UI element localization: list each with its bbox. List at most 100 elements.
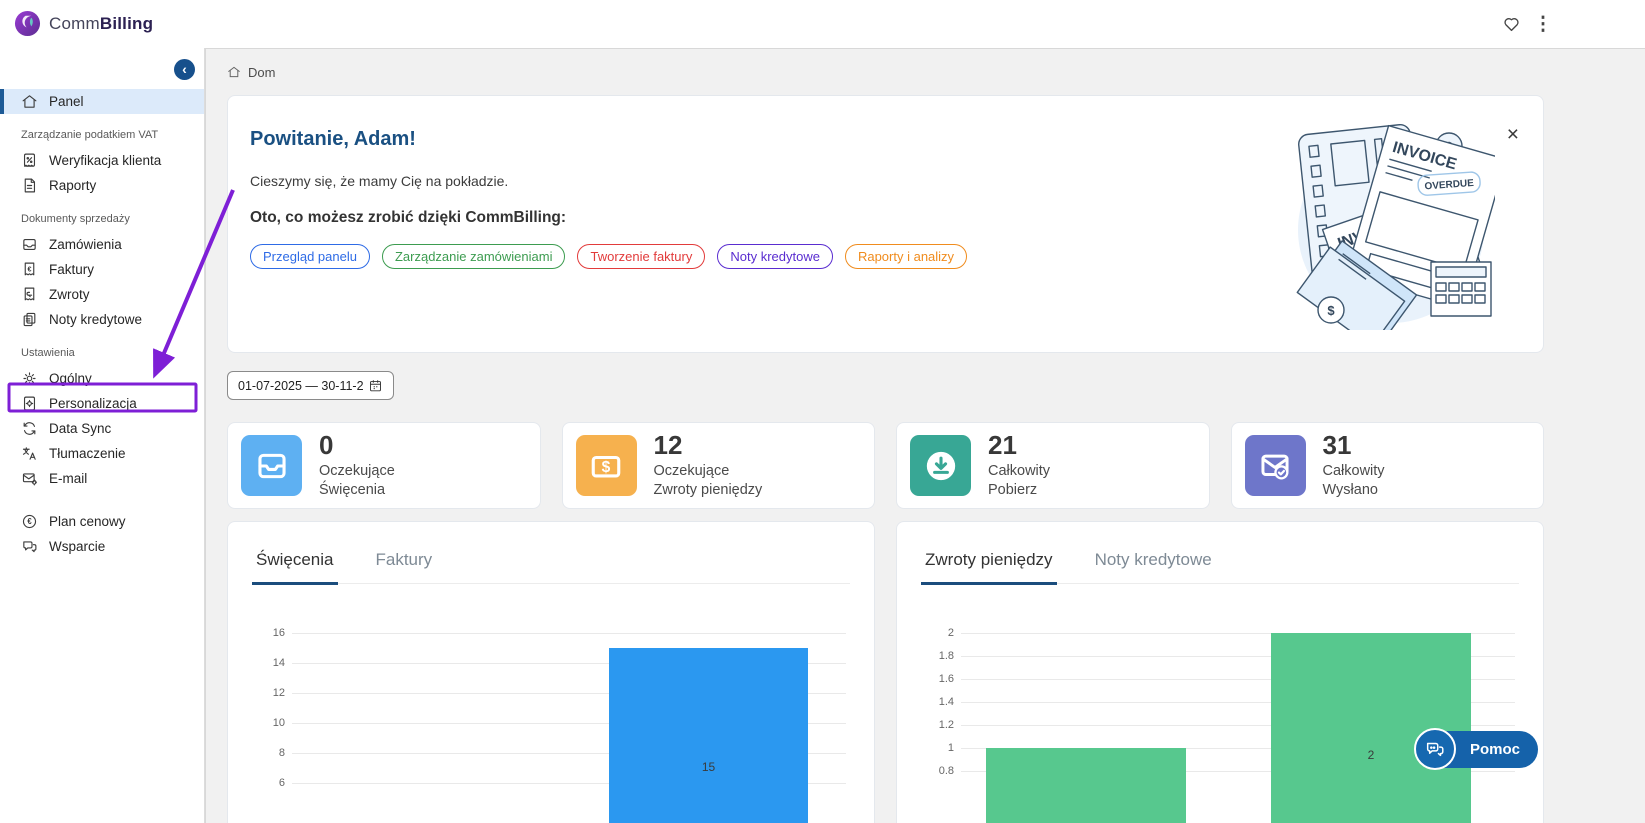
bar-value-label: 15	[701, 760, 716, 774]
y-tick-label: 2	[947, 627, 954, 639]
gridline: 0.8	[939, 765, 1515, 777]
sidebar-item-label: Noty kredytowe	[49, 312, 143, 327]
y-tick-label: 1.6	[938, 673, 954, 685]
help-button-label: Pomoc	[1469, 741, 1520, 758]
sidebar-item-label: Data Sync	[49, 421, 112, 436]
stat-label: Oczekujące Zwroty pieniędzy	[653, 463, 763, 499]
breadcrumb-home-icon	[228, 66, 240, 78]
sidebar-item-zamowienia[interactable]: Zamówienia	[0, 232, 204, 257]
sidebar-item-noty-kredytowe[interactable]: Noty kredytowe	[0, 307, 204, 332]
pill-przeglad-panelu[interactable]: Przegląd panelu	[250, 244, 370, 269]
top-bar: CommBilling ⋮	[0, 0, 1645, 48]
sidebar-item-data-sync[interactable]: Data Sync	[0, 416, 204, 441]
bar: 15	[609, 648, 808, 823]
stat-card-calkowity-pobierz: 21 Całkowity Pobierz	[896, 422, 1210, 509]
credit-notes-copy-icon	[21, 311, 38, 328]
sidebar-item-zwroty[interactable]: Zwroty	[0, 282, 204, 307]
stat-value: 31	[1322, 429, 1352, 460]
sidebar-item-personalizacja[interactable]: Personalizacja	[0, 391, 204, 416]
stat-card-oczekujace-zwroty: $ 12 Oczekujące Zwroty pieniędzy	[561, 422, 875, 509]
sidebar-item-faktury[interactable]: € Faktury	[0, 257, 204, 282]
pill-zarzadzanie-zamowieniami[interactable]: Zarządzanie zamówieniami	[381, 244, 566, 269]
money-bill-icon: $	[575, 435, 637, 496]
sidebar-section-title: Ustawienia	[21, 347, 75, 359]
y-tick-label: 12	[272, 687, 285, 699]
favorites-heart-icon[interactable]	[1499, 12, 1523, 36]
svg-text:€: €	[27, 517, 32, 526]
sidebar-item-label: Panel	[49, 94, 84, 109]
zwroty-chart-card: Zwroty pieniędzy Noty kredytowe 2 1.8 1.6 1…	[896, 521, 1544, 823]
y-tick-label: 0.8	[938, 765, 954, 777]
gridline: 12	[273, 687, 846, 699]
gridline: 1.4	[939, 696, 1515, 708]
gridline: 1.8	[939, 650, 1515, 662]
sidebar-item-label: Raporty	[49, 178, 97, 193]
sidebar-item-panel[interactable]: Panel	[0, 89, 204, 114]
stat-value: 0	[319, 429, 334, 460]
help-button[interactable]: Pomoc	[1413, 728, 1538, 770]
sidebar-section-title: Zarządzanie podatkiem VAT	[21, 129, 159, 141]
welcome-lead: Oto, co możesz zrobić dzięki CommBilling…	[250, 209, 567, 226]
gridline: 2	[948, 627, 1515, 639]
sidebar-item-raporty[interactable]: Raporty	[0, 173, 204, 198]
y-tick-label: 8	[278, 747, 285, 759]
sidebar-item-label: Zwroty	[49, 287, 90, 302]
close-icon[interactable]: ×	[1506, 123, 1519, 146]
charts-row: Święcenia Faktury 16 14 12 10 8 6 15 Zwroty pi…	[227, 521, 1544, 823]
pill-raporty-i-analizy[interactable]: Raporty i analizy	[844, 244, 968, 269]
sidebar-item-label: Tłumaczenie	[49, 446, 126, 461]
y-tick-label: 10	[272, 717, 285, 729]
svg-text:OVERDUE: OVERDUE	[1424, 178, 1474, 192]
sidebar-item-ogolny[interactable]: Ogólny	[0, 366, 204, 391]
gridline: 10	[273, 717, 846, 729]
returns-receipt-icon	[21, 286, 38, 303]
sidebar-item-wsparcie[interactable]: Wsparcie	[0, 534, 204, 559]
welcome-title: Powitanie, Adam!	[250, 128, 416, 150]
gridline: 1	[948, 742, 1515, 754]
breadcrumb[interactable]: Dom	[227, 49, 1544, 82]
mail-sent-check-icon	[1244, 435, 1306, 496]
download-icon	[910, 435, 971, 496]
breadcrumb-label: Dom	[248, 64, 276, 80]
stat-cards-row: 0 Oczekujące Święcenia $ 12 Oczekujące Zwr…	[227, 422, 1544, 509]
y-tick-label: 6	[278, 777, 285, 789]
sidebar-item-label: Plan cenowy	[49, 514, 126, 529]
welcome-card: Powitanie, Adam! Cieszymy się, że mamy C…	[227, 95, 1544, 353]
chart-tabs: Święcenia Faktury	[252, 550, 850, 585]
pill-noty-kredytowe[interactable]: Noty kredytowe	[717, 244, 833, 269]
y-tick-label: 1.2	[938, 719, 954, 731]
y-tick-label: 16	[272, 627, 285, 639]
gridline: 1.6	[939, 673, 1515, 685]
main-area: Dom Powitanie, Adam! Cieszymy się, że ma…	[205, 48, 1645, 823]
stat-card-calkowity-wyslano: 31 Całkowity Wysłano	[1230, 422, 1544, 509]
y-tick-label: 14	[272, 657, 285, 669]
sidebar-item-weryfikacja-klienta[interactable]: Weryfikacja klienta	[0, 148, 204, 173]
orders-inbox-icon	[21, 236, 38, 253]
home-icon	[21, 93, 38, 110]
sidebar-item-label: Wsparcie	[49, 539, 106, 554]
feature-pills: Przegląd panelu Zarządzanie zamówieniami…	[250, 244, 1519, 269]
sidebar-collapse-button[interactable]: ‹	[174, 59, 195, 80]
gridline: 16	[273, 627, 846, 639]
svg-text:€: €	[28, 265, 32, 273]
date-range-picker[interactable]: 01-07-2025 — 30-11-2025	[227, 371, 394, 400]
overflow-menu-kebab-icon[interactable]: ⋮	[1533, 13, 1553, 35]
pill-tworzenie-faktury[interactable]: Tworzenie faktury	[577, 244, 706, 269]
y-tick-label: 1	[947, 742, 954, 754]
sidebar-item-plan-cenowy[interactable]: € Plan cenowy	[0, 509, 204, 534]
gridline: 8	[279, 747, 846, 759]
stat-label: Oczekujące Święcenia	[319, 463, 395, 499]
app-logo[interactable]: CommBilling	[14, 10, 153, 37]
svg-text:$: $	[602, 459, 611, 476]
stat-value: 12	[653, 429, 683, 460]
sidebar-item-tlumaczenie[interactable]: Tłumaczenie	[0, 441, 204, 466]
tab-swiecenia[interactable]: Święcenia	[252, 550, 338, 585]
bar	[986, 748, 1186, 823]
tab-noty-kredytowe[interactable]: Noty kredytowe	[1094, 550, 1212, 569]
sidebar-item-email[interactable]: E-mail	[0, 466, 204, 491]
gridline: 14	[273, 657, 846, 669]
sidebar-item-label: Ogólny	[49, 371, 92, 386]
date-range-value: 01-07-2025 — 30-11-2025	[238, 378, 364, 393]
tab-faktury[interactable]: Faktury	[375, 550, 433, 569]
tab-zwroty-pieniedzy[interactable]: Zwroty pieniędzy	[921, 550, 1057, 585]
